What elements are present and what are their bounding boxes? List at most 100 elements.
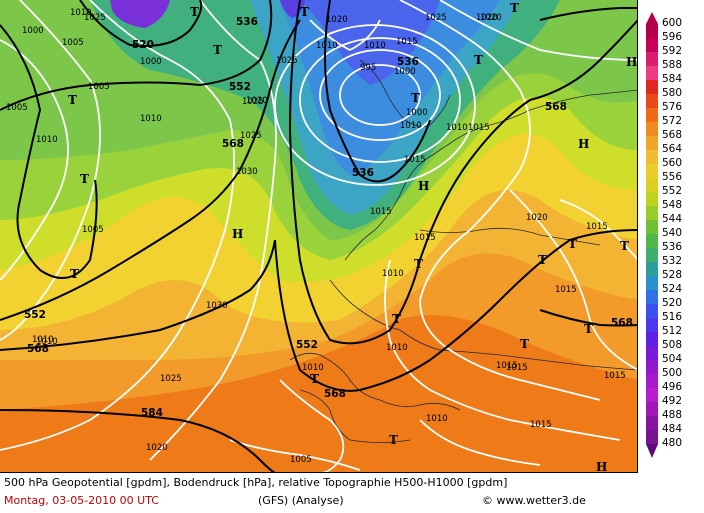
pressure-label: 1015 bbox=[604, 371, 626, 381]
pressure-centres: H H H H H T T T T T T T T T T T T T T T … bbox=[68, 1, 637, 473]
scale-swatch bbox=[646, 276, 658, 291]
scale-label: 528 bbox=[662, 269, 683, 281]
geo-label: 568 bbox=[222, 138, 244, 150]
scale-label: 592 bbox=[662, 45, 683, 57]
pressure-label: 1000 bbox=[406, 108, 428, 118]
pressure-label: 1025 bbox=[160, 374, 182, 384]
high-marker: H bbox=[418, 179, 429, 193]
high-marker: H bbox=[578, 137, 589, 151]
pressure-label: 1020 bbox=[476, 13, 498, 23]
scale-swatch bbox=[646, 248, 658, 263]
high-marker: H bbox=[232, 227, 243, 241]
scale-label: 596 bbox=[662, 31, 683, 43]
pressure-label: 1010 bbox=[316, 41, 338, 51]
low-marker: T bbox=[474, 53, 483, 67]
geo-label: 536 bbox=[397, 56, 419, 68]
pressure-label: 1025 bbox=[276, 56, 298, 66]
pressure-label: 1020 bbox=[480, 13, 502, 23]
scale-label: 504 bbox=[662, 353, 683, 365]
scale-swatch bbox=[646, 360, 658, 375]
low-marker: T bbox=[80, 172, 89, 186]
pressure-label: 1010 bbox=[32, 335, 54, 345]
pressure-label: 1015 bbox=[555, 285, 577, 295]
scale-label: 532 bbox=[662, 255, 683, 267]
scale-swatch bbox=[646, 80, 658, 95]
scale-label: 580 bbox=[662, 87, 683, 99]
scale-swatch bbox=[646, 178, 658, 193]
scale-label: 540 bbox=[662, 227, 683, 239]
model-info: (GFS) (Analyse) bbox=[258, 494, 344, 507]
scale-label: 536 bbox=[662, 241, 683, 253]
pressure-label: 1010 bbox=[426, 414, 448, 424]
map-footer: 500 hPa Geopotential [gpdm], Bodendruck … bbox=[0, 473, 704, 513]
scale-arrow-bottom bbox=[646, 444, 658, 458]
geo-label: 536 bbox=[352, 167, 374, 179]
scale-label: 572 bbox=[662, 115, 683, 127]
geopotential-lines bbox=[0, 0, 637, 472]
scale-swatch bbox=[646, 388, 658, 403]
scale-label: 524 bbox=[662, 283, 683, 295]
scale-label: 488 bbox=[662, 409, 683, 421]
geo-label: 552 bbox=[24, 309, 46, 321]
pressure-label: 1000 bbox=[140, 57, 162, 67]
scale-swatch bbox=[646, 332, 658, 347]
pressure-label: 1020 bbox=[246, 96, 268, 106]
scale-swatch bbox=[646, 318, 658, 333]
geopotential-labels: 536 520 552 568 536 552 568 552 568 568 … bbox=[24, 16, 633, 419]
scale-label: 584 bbox=[662, 73, 683, 85]
high-marker: H bbox=[626, 55, 637, 69]
low-marker: T bbox=[190, 5, 199, 19]
scale-swatch bbox=[646, 150, 658, 165]
pressure-label: 1010 bbox=[36, 135, 58, 145]
scale-label: 512 bbox=[662, 325, 683, 337]
low-marker: T bbox=[392, 312, 401, 326]
low-marker: T bbox=[411, 91, 420, 105]
pressure-label: 1015 bbox=[506, 363, 528, 373]
pressure-label: 1010 bbox=[382, 269, 404, 279]
geo-label: 568 bbox=[611, 317, 633, 329]
scale-label: 564 bbox=[662, 143, 683, 155]
pressure-label: 1025 bbox=[242, 97, 264, 107]
pressure-label: 1015 bbox=[370, 207, 392, 217]
scale-swatch bbox=[646, 94, 658, 109]
pressure-label: 1000 bbox=[394, 67, 416, 77]
pressure-label: 1005 bbox=[290, 455, 312, 465]
scale-swatch bbox=[646, 374, 658, 389]
pressure-label: 1015 bbox=[496, 361, 518, 371]
scale-swatch bbox=[646, 262, 658, 277]
scale-label: 492 bbox=[662, 395, 683, 407]
scale-label: 508 bbox=[662, 339, 683, 351]
pressure-label: 1010 bbox=[140, 114, 162, 124]
scale-swatch bbox=[646, 206, 658, 221]
map-canvas: 536 520 552 568 536 552 568 552 568 568 … bbox=[0, 0, 637, 473]
pressure-label: 1010 bbox=[446, 123, 468, 133]
scale-label: 484 bbox=[662, 423, 683, 435]
pressure-label: 1015 bbox=[468, 123, 490, 133]
pressure-label: 995 bbox=[360, 63, 376, 73]
scale-swatch bbox=[646, 430, 658, 445]
pressure-label: 1010 bbox=[36, 337, 58, 347]
scale-swatch bbox=[646, 164, 658, 179]
geo-label: 552 bbox=[296, 339, 318, 351]
pressure-label: 1025 bbox=[240, 131, 262, 141]
scale-label: 552 bbox=[662, 185, 683, 197]
high-marker: H bbox=[596, 460, 607, 473]
pressure-label: 1015 bbox=[396, 37, 418, 47]
scale-swatch bbox=[646, 304, 658, 319]
scale-swatch bbox=[646, 346, 658, 361]
scale-label: 588 bbox=[662, 59, 683, 71]
field-purple bbox=[110, 0, 170, 28]
scale-label: 600 bbox=[662, 17, 683, 29]
pressure-label: 1010 bbox=[70, 8, 92, 18]
scale-swatch bbox=[646, 192, 658, 207]
pressure-label: 1030 bbox=[206, 301, 228, 311]
low-marker: T bbox=[310, 372, 319, 386]
scale-label: 480 bbox=[662, 437, 683, 449]
pressure-labels: 1010 1000 1000 1005 1010 1025 1020 1025 … bbox=[6, 8, 626, 465]
pressure-label: 1015 bbox=[404, 155, 426, 165]
pressure-label: 1010 bbox=[386, 343, 408, 353]
isobars bbox=[0, 0, 637, 472]
scale-label: 544 bbox=[662, 213, 683, 225]
geo-label: 552 bbox=[229, 81, 251, 93]
colour-scale-legend: 600 596 592 588 584 580 576 572 568 564 560 556 552 5… bbox=[640, 0, 704, 473]
